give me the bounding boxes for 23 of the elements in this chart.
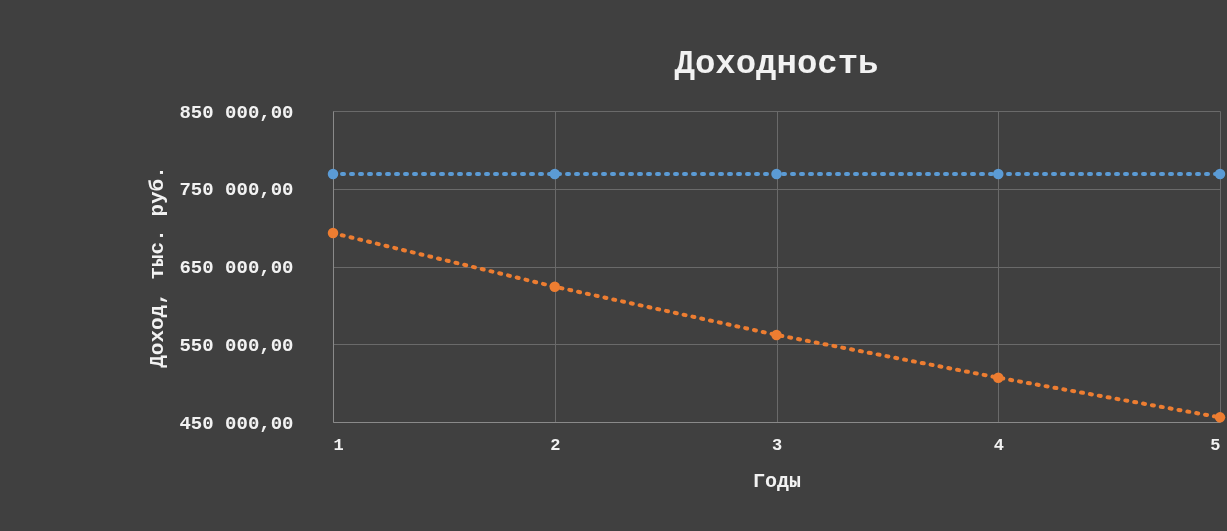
- point: [549, 168, 560, 180]
- point: [1214, 412, 1226, 423]
- chart-title: Доходность: [674, 45, 879, 83]
- x-tick-label: 5: [1210, 435, 1221, 455]
- y-tick-label: 850 000,00: [179, 101, 294, 124]
- y-axis-title: Доход, тыс. руб.: [146, 166, 170, 368]
- x-tick-label: 2: [550, 435, 561, 455]
- point: [549, 281, 560, 292]
- point: [993, 372, 1004, 383]
- x-axis-title: Годы: [752, 469, 802, 493]
- x-tick-label: 1: [333, 435, 344, 455]
- point: [327, 168, 339, 180]
- point: [1214, 168, 1226, 180]
- x-tick-label: 4: [993, 435, 1004, 455]
- point: [327, 227, 339, 239]
- y-tick-label: 450 000,00: [179, 412, 294, 435]
- point: [993, 168, 1004, 180]
- x-tick-label: 3: [771, 435, 783, 455]
- point: [771, 168, 782, 180]
- y-tick-label: 650 000,00: [179, 257, 294, 279]
- y-tick-label: 750 000,00: [179, 179, 294, 202]
- point: [771, 329, 782, 341]
- y-tick-label: 550 000,00: [179, 334, 294, 357]
